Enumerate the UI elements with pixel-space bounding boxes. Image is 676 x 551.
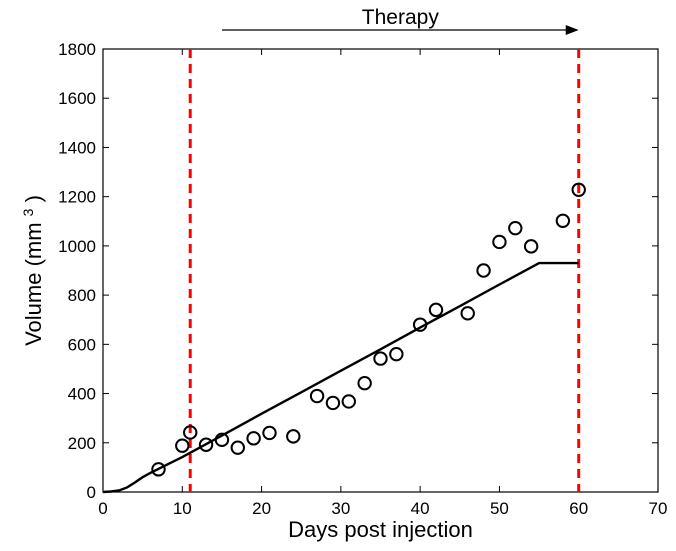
therapy-boundary-lines (188, 49, 581, 492)
data-point (523, 239, 539, 254)
y-tick-label: 1000 (58, 237, 96, 256)
model-fit-line (102, 261, 579, 494)
y-tick-label: 400 (68, 385, 96, 404)
data-point (325, 395, 341, 411)
data-point (357, 376, 372, 391)
y-tick-label: 1200 (58, 188, 96, 207)
x-tick-label: 70 (649, 499, 668, 518)
therapy-label: Therapy (362, 6, 440, 29)
x-tick-label: 40 (411, 499, 430, 518)
x-tick-label: 60 (569, 499, 588, 518)
axis-ticks: 0 10 20 30 40 50 60 70 0 200 400 600 800 1000 1200 1400… (58, 40, 667, 518)
data-point (476, 263, 491, 278)
x-axis-label: Days post injection (288, 517, 473, 542)
data-point (428, 302, 444, 318)
data-point (412, 317, 428, 332)
x-tick-label: 0 (98, 499, 107, 518)
x-tick-label: 30 (331, 499, 350, 518)
data-point (230, 440, 245, 455)
data-point (286, 429, 301, 444)
data-point (389, 346, 404, 362)
y-axis-label: Volume (mm 3 ) (20, 195, 46, 346)
y-tick-label: 1800 (58, 40, 96, 59)
model-fit-line-path (102, 261, 579, 494)
data-point (460, 306, 475, 321)
data-point (492, 234, 507, 250)
observed-points (151, 182, 586, 477)
data-point (183, 425, 198, 440)
data-point (246, 431, 261, 446)
data-point (214, 432, 230, 448)
therapy-arrow-head (565, 25, 579, 35)
data-point (262, 425, 277, 441)
therapy-annotation: Therapy (221, 6, 579, 35)
x-tick-label: 10 (173, 499, 192, 518)
x-tick-label: 50 (490, 499, 509, 518)
data-point (175, 438, 190, 453)
plot-frame (102, 48, 659, 493)
y-tick-label: 1600 (58, 89, 96, 108)
data-point (571, 182, 586, 197)
data-point (341, 394, 356, 409)
data-point (555, 213, 571, 228)
y-tick-label: 0 (87, 483, 96, 502)
y-axis-label-suffix: ) (21, 195, 46, 202)
data-point (373, 351, 388, 366)
y-axis-label-superscript: 3 (20, 208, 36, 216)
y-tick-label: 200 (68, 434, 96, 453)
data-point (309, 388, 325, 404)
y-axis-label-main: Volume (mm (21, 222, 46, 345)
y-tick-label: 600 (68, 335, 96, 354)
data-point (508, 220, 523, 236)
plot-area-border (102, 48, 659, 493)
y-tick-label: 1400 (58, 138, 96, 157)
data-point (151, 462, 166, 477)
data-point (198, 437, 214, 452)
y-tick-label: 800 (68, 286, 96, 305)
x-tick-label: 20 (252, 499, 271, 518)
